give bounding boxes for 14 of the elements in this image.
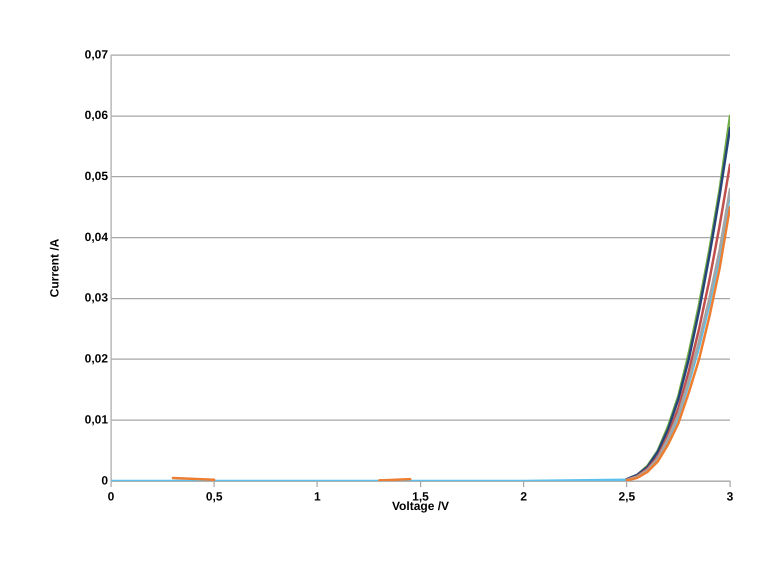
x-tick-label: 2,5 [618, 490, 636, 504]
y-tick-label: 0,07 [84, 47, 108, 62]
y-tick-label: 0,03 [84, 290, 108, 305]
y-tick-label: 0,04 [84, 230, 108, 244]
y-tick-label: 0,02 [84, 352, 108, 366]
y-tick-label: 0 [101, 473, 108, 488]
x-tick-label: 0,5 [206, 490, 223, 504]
y-axis-title: Current /A [48, 238, 62, 298]
y-tick-label: 0,05 [84, 169, 108, 184]
x-tick-label: 2 [520, 490, 528, 504]
x-tick-label: 1 [314, 490, 321, 504]
y-tick-label: 0,01 [84, 412, 108, 426]
x-tick-label: 3 [726, 490, 734, 504]
y-tick-label: 0,06 [84, 108, 108, 122]
